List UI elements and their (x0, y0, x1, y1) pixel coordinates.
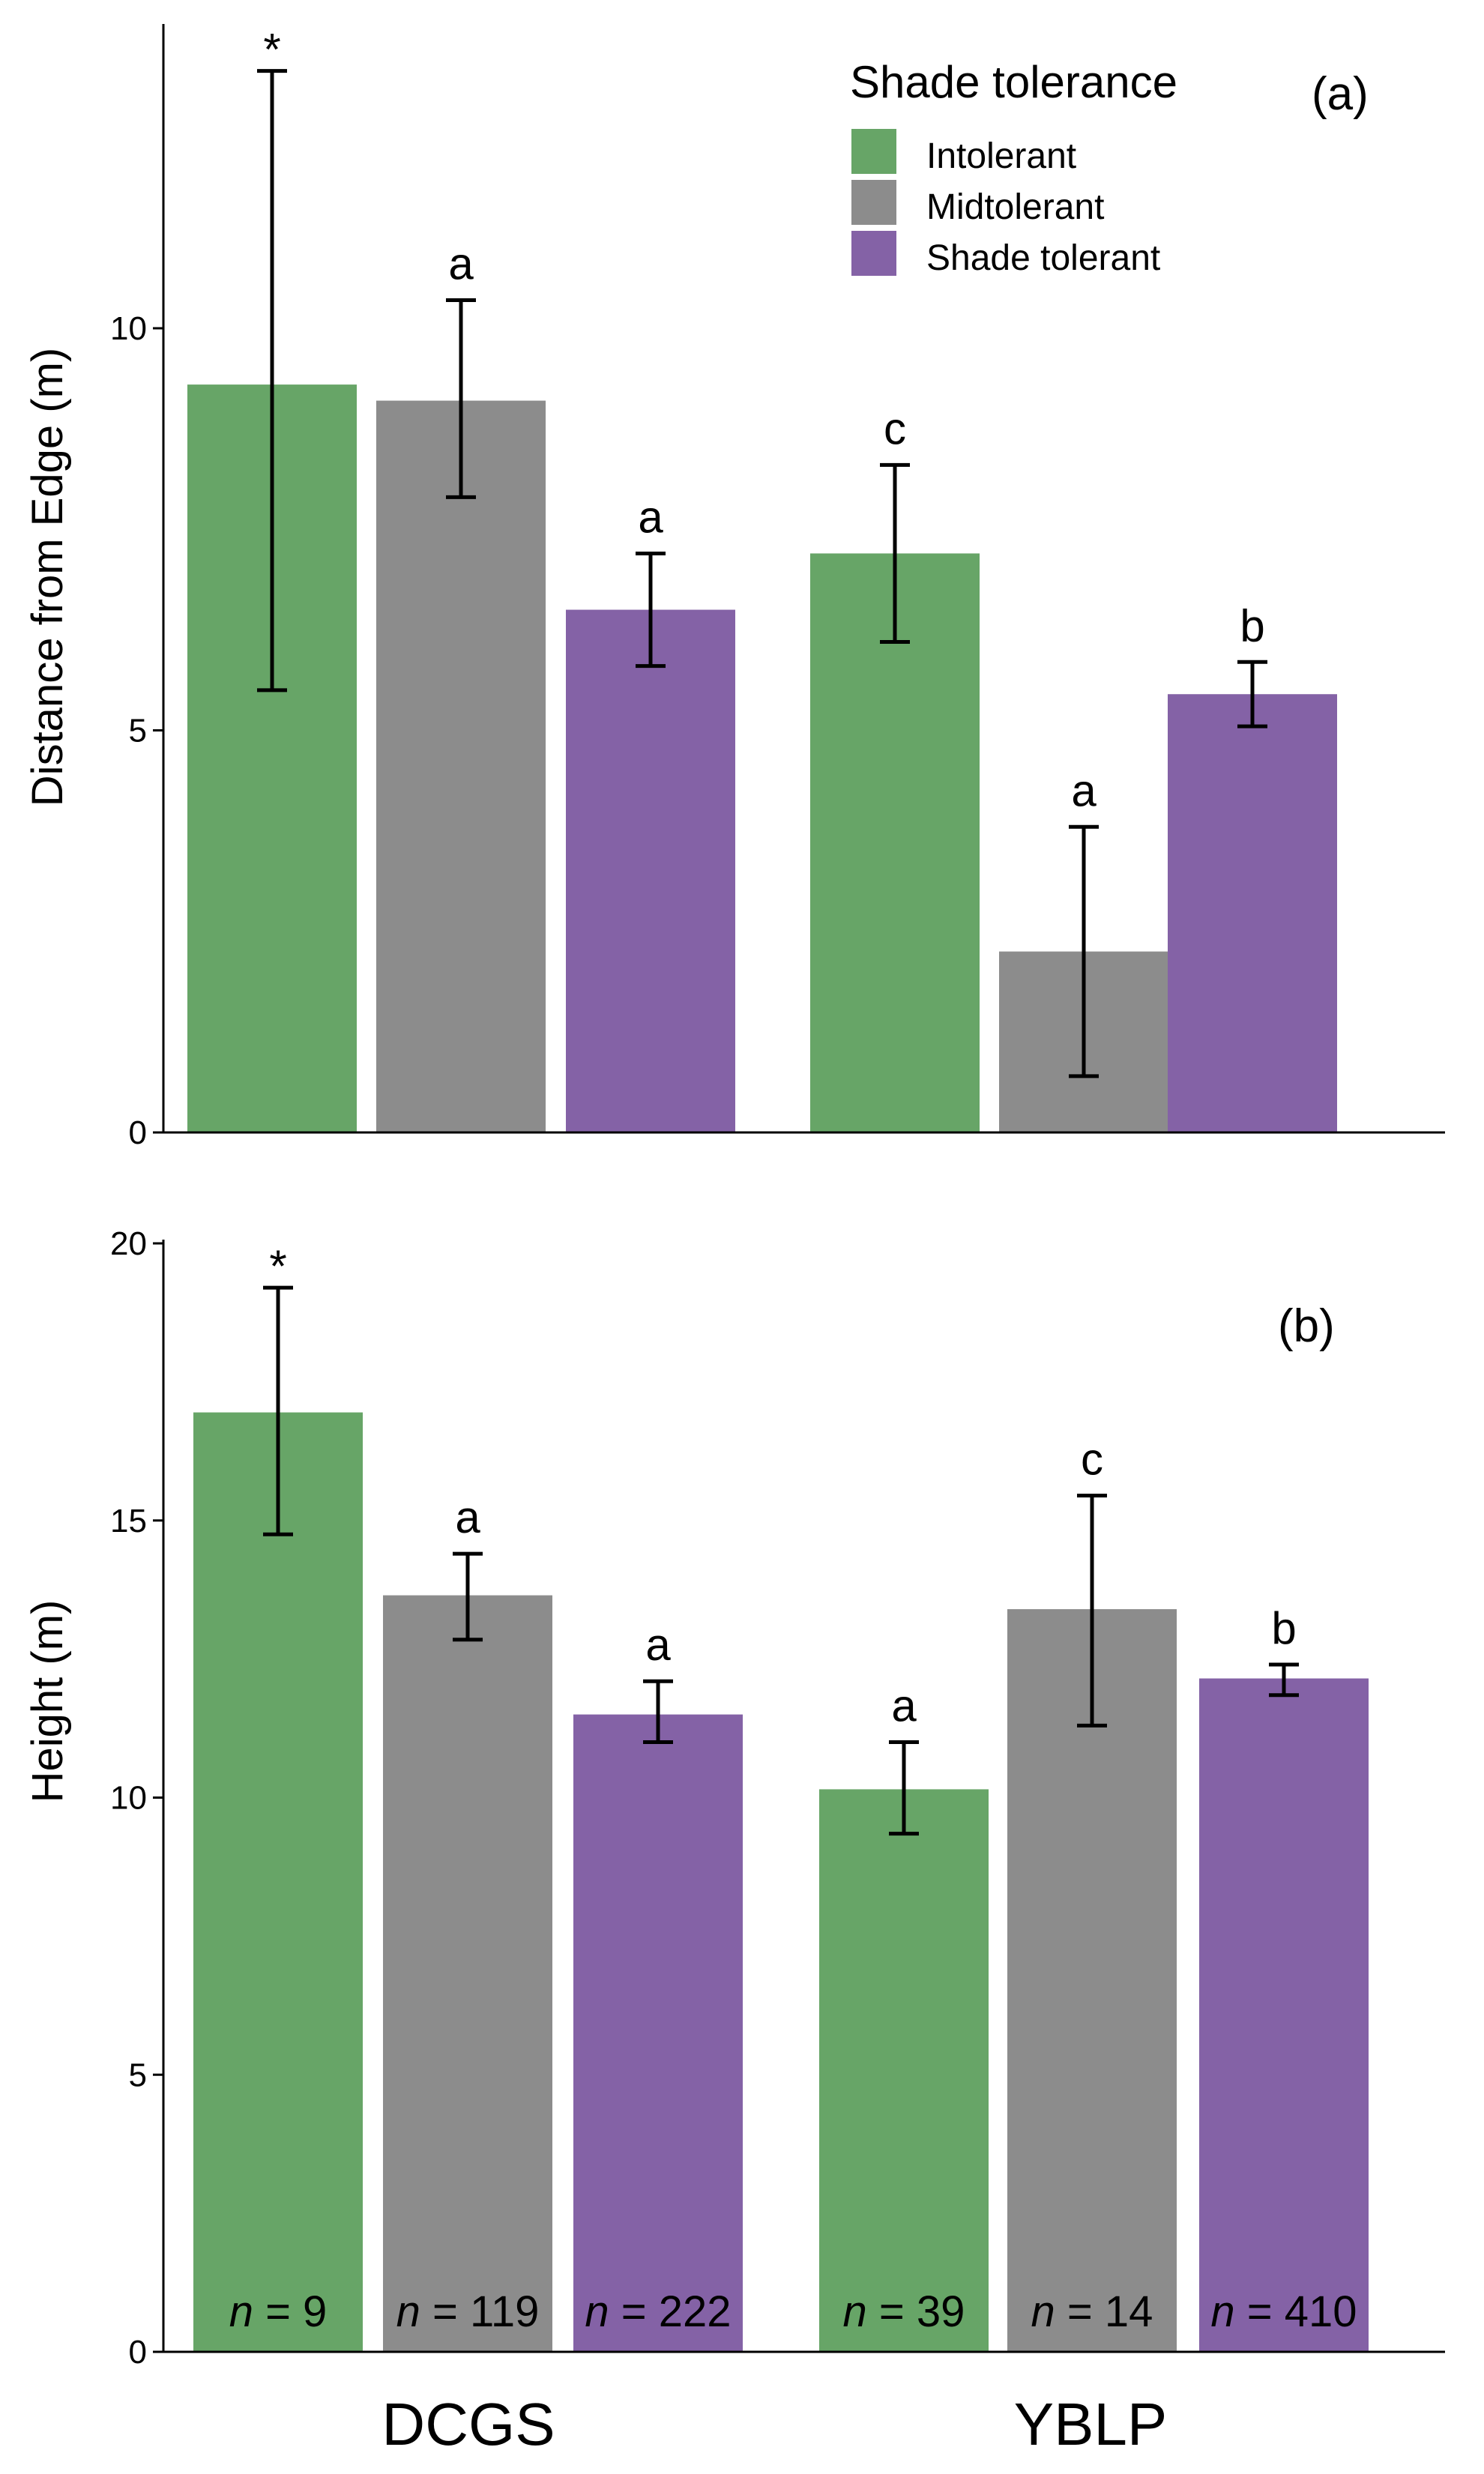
y-tick-label-b-15: 15 (110, 1503, 147, 1539)
y-tick-label-b-5: 5 (129, 2057, 147, 2093)
significance-label-b-yblp-shade-tolerant: b (1271, 1603, 1296, 1653)
n-symbol-b-yblp-midtolerant: n (1031, 2287, 1055, 2336)
n-symbol-b-dcgs-midtolerant: n (396, 2287, 420, 2336)
n-label-b-dcgs-intolerant: n = 9 (229, 2287, 328, 2336)
n-label-b-yblp-shade-tolerant: n = 410 (1210, 2287, 1357, 2336)
bar-a-dcgs-midtolerant (376, 400, 546, 1132)
bar-b-dcgs-midtolerant (383, 1595, 552, 2352)
significance-label-b-dcgs-midtolerant: a (455, 1492, 480, 1542)
n-symbol-b-dcgs-shade-tolerant: n (585, 2287, 609, 2336)
bar-a-dcgs-shade-tolerant (566, 609, 735, 1132)
panel-b-height-chart: * n = 9 a n = 119 a n = 222 a n = 39 c n = 14 b n =… (23, 1225, 1445, 2371)
n-value-b-yblp-midtolerant: = 14 (1055, 2287, 1153, 2336)
n-symbol-b-yblp-intolerant: n (843, 2287, 867, 2336)
n-value-b-yblp-intolerant: = 39 (867, 2287, 965, 2336)
legend: Shade tolerance Intolerant Midtolerant S… (850, 57, 1177, 278)
n-value-b-dcgs-shade-tolerant: = 222 (609, 2287, 732, 2336)
bar-b-dcgs-intolerant (193, 1412, 363, 2352)
error-bar-b-dcgs-intolerant (263, 1285, 293, 1536)
n-value-b-yblp-shade-tolerant: = 410 (1235, 2287, 1357, 2336)
legend-swatch-intolerant (851, 129, 896, 174)
y-tick-label-a-0: 0 (129, 1114, 147, 1151)
n-label-b-dcgs-shade-tolerant: n = 222 (585, 2287, 731, 2336)
legend-label-intolerant: Intolerant (926, 136, 1076, 176)
n-label-b-yblp-intolerant: n = 39 (843, 2287, 965, 2336)
error-bar-a-yblp-midtolerant (1069, 824, 1099, 1078)
bar-b-yblp-intolerant (819, 1789, 989, 2352)
significance-label-b-yblp-intolerant: a (891, 1681, 917, 1731)
y-axis-title-a: Distance from Edge (m) (23, 348, 72, 806)
significance-label-b-dcgs-intolerant: * (269, 1241, 286, 1291)
panel-label-b: (b) (1278, 1300, 1335, 1352)
y-tick-label-b-0: 0 (129, 2334, 147, 2371)
panel-a-distance-chart: * a a c a b 0 5 10 Distance from Edge (m) (a) (23, 24, 1445, 1151)
n-symbol-b-yblp-shade-tolerant: n (1210, 2287, 1234, 2336)
error-bar-a-dcgs-shade-tolerant (636, 551, 666, 669)
error-bar-b-dcgs-shade-tolerant (643, 1679, 673, 1745)
error-bar-a-dcgs-intolerant (257, 69, 287, 693)
error-bar-a-dcgs-midtolerant (446, 298, 476, 499)
bar-a-yblp-intolerant (810, 553, 980, 1132)
n-value-b-dcgs-midtolerant: = 119 (420, 2287, 540, 2336)
significance-label-a-dcgs-shade-tolerant: a (638, 492, 663, 542)
significance-label-a-yblp-midtolerant: a (1071, 765, 1097, 815)
legend-swatch-midtolerant (851, 180, 896, 225)
n-label-b-yblp-midtolerant: n = 14 (1031, 2287, 1153, 2336)
n-symbol-b-dcgs-intolerant: n (229, 2287, 253, 2336)
panel-label-a: (a) (1312, 68, 1369, 120)
significance-label-a-dcgs-midtolerant: a (448, 238, 474, 289)
significance-label-b-yblp-midtolerant: c (1081, 1434, 1103, 1484)
significance-label-a-dcgs-intolerant: * (263, 25, 280, 75)
y-tick-label-a-5: 5 (129, 713, 147, 749)
bar-a-yblp-shade-tolerant (1168, 694, 1337, 1132)
bar-b-dcgs-shade-tolerant (573, 1714, 743, 2352)
y-tick-label-b-10: 10 (110, 1780, 147, 1817)
error-bar-a-yblp-shade-tolerant (1237, 660, 1267, 728)
category-label-yblp: YBLP (1014, 2391, 1168, 2458)
y-tick-label-b-20: 20 (110, 1225, 147, 1262)
significance-label-a-yblp-intolerant: c (884, 403, 906, 453)
legend-title: Shade tolerance (850, 57, 1177, 107)
n-value-b-dcgs-intolerant: = 9 (253, 2287, 327, 2336)
y-tick-label-a-10: 10 (110, 310, 147, 347)
bar-b-yblp-shade-tolerant (1199, 1678, 1369, 2352)
legend-swatch-shade-tolerant (851, 231, 896, 276)
significance-label-a-yblp-shade-tolerant: b (1240, 600, 1264, 651)
legend-label-midtolerant: Midtolerant (926, 187, 1104, 227)
y-axis-title-b: Height (m) (23, 1600, 72, 1803)
error-bar-b-yblp-midtolerant (1077, 1493, 1107, 1728)
error-bar-b-yblp-intolerant (889, 1740, 919, 1836)
significance-label-b-dcgs-shade-tolerant: a (645, 1620, 671, 1670)
n-label-b-dcgs-midtolerant: n = 119 (396, 2287, 540, 2336)
error-bar-b-dcgs-midtolerant (453, 1551, 483, 1642)
error-bar-b-yblp-shade-tolerant (1269, 1662, 1299, 1698)
error-bar-a-yblp-intolerant (880, 462, 910, 644)
bar-b-yblp-midtolerant (1007, 1609, 1177, 2352)
legend-label-shade-tolerant: Shade tolerant (926, 238, 1160, 278)
category-label-dcgs: DCGS (381, 2391, 555, 2458)
